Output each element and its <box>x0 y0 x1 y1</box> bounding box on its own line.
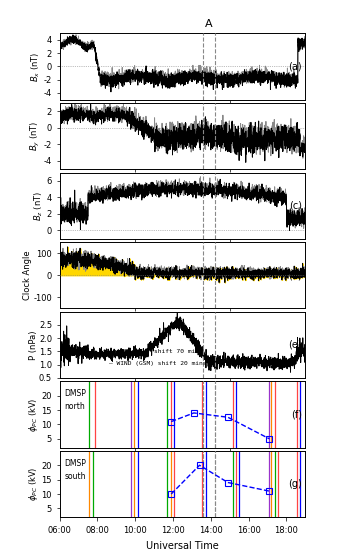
Y-axis label: $\phi_{PC}$ (kV): $\phi_{PC}$ (kV) <box>27 397 40 431</box>
Text: (c): (c) <box>289 201 302 211</box>
Text: (a): (a) <box>288 62 302 72</box>
Text: north: north <box>65 403 85 411</box>
Text: (f): (f) <box>291 409 302 419</box>
Y-axis label: $B_x$ (nT): $B_x$ (nT) <box>30 51 42 82</box>
Text: (b): (b) <box>288 131 302 141</box>
Y-axis label: Clock Angle: Clock Angle <box>23 250 32 300</box>
Text: DMSP: DMSP <box>65 459 86 468</box>
Y-axis label: $B_y$ (nT): $B_y$ (nT) <box>29 121 42 151</box>
Text: A: A <box>205 19 213 29</box>
Y-axis label: P (nPa): P (nPa) <box>28 330 38 360</box>
Text: south: south <box>65 472 86 481</box>
Text: — WIND (GSM) shift 20 mins: — WIND (GSM) shift 20 mins <box>109 361 206 366</box>
Y-axis label: $B_z$ (nT): $B_z$ (nT) <box>33 191 45 221</box>
X-axis label: Universal Time: Universal Time <box>146 540 219 550</box>
Y-axis label: $\phi_{PC}$ (kV): $\phi_{PC}$ (kV) <box>27 466 40 501</box>
Text: (d): (d) <box>288 270 302 280</box>
Text: — ACE (GSM) shift 70 mins: — ACE (GSM) shift 70 mins <box>109 349 203 354</box>
Text: DMSP: DMSP <box>65 389 86 398</box>
Text: (e): (e) <box>288 340 302 350</box>
Text: (g): (g) <box>288 479 302 489</box>
